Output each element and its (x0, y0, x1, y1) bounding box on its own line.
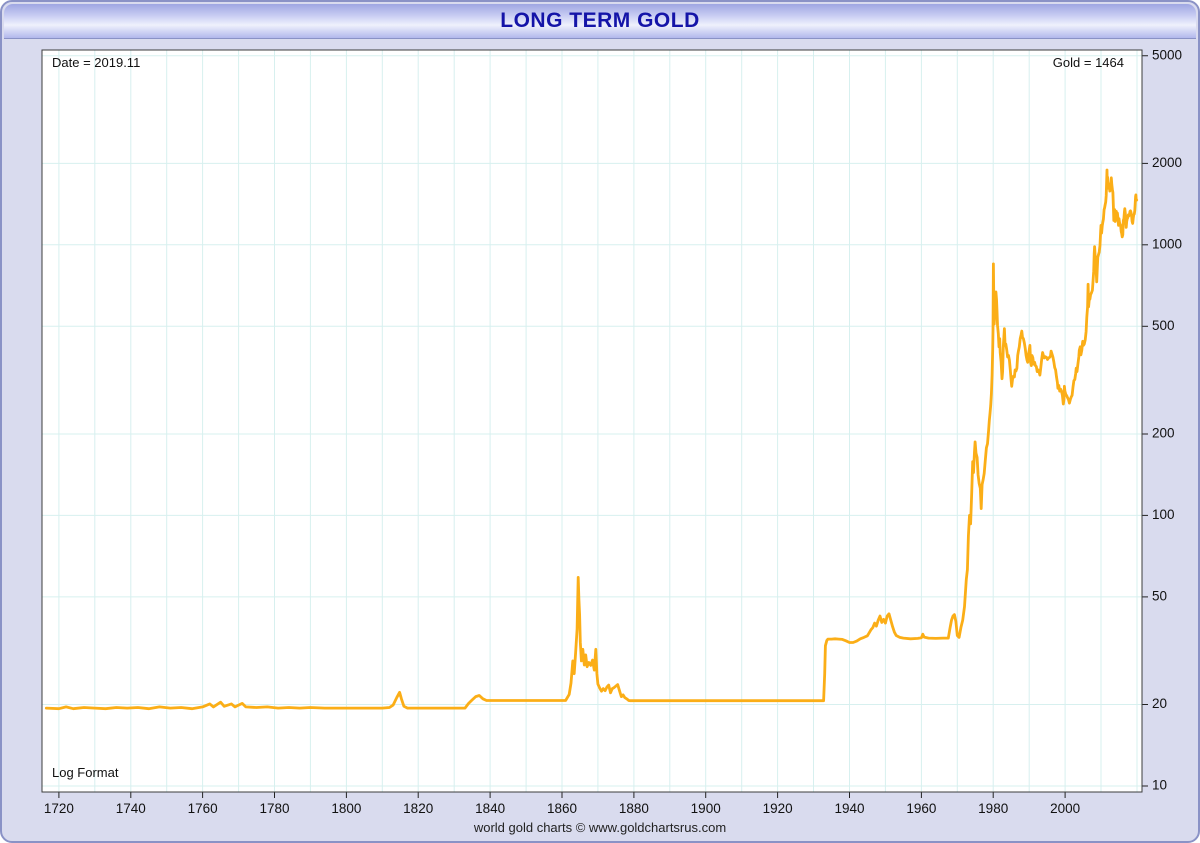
svg-text:1820: 1820 (403, 801, 433, 816)
svg-text:1740: 1740 (116, 801, 146, 816)
svg-text:1860: 1860 (547, 801, 577, 816)
svg-text:1980: 1980 (978, 801, 1008, 816)
svg-text:1900: 1900 (691, 801, 721, 816)
svg-text:1000: 1000 (1152, 236, 1182, 251)
gold-value-annotation: Gold = 1464 (1052, 55, 1124, 70)
svg-text:1960: 1960 (906, 801, 936, 816)
svg-text:1760: 1760 (188, 801, 218, 816)
svg-text:1940: 1940 (834, 801, 864, 816)
svg-text:1920: 1920 (763, 801, 793, 816)
svg-text:1880: 1880 (619, 801, 649, 816)
log-format-label: Log Format (52, 765, 119, 780)
svg-text:500: 500 (1152, 318, 1175, 333)
svg-text:1840: 1840 (475, 801, 505, 816)
svg-text:5000: 5000 (1152, 47, 1182, 62)
date-annotation: Date = 2019.11 (52, 55, 141, 70)
svg-text:10: 10 (1152, 778, 1167, 793)
svg-text:20: 20 (1152, 696, 1167, 711)
svg-text:2000: 2000 (1050, 801, 1080, 816)
gold-price-chart: 5000 2000 1000 500 200 100 50 20 10 1720 1740 1760 1… (41, 47, 1182, 816)
svg-text:2000: 2000 (1152, 155, 1182, 170)
title-bar: LONG TERM GOLD (4, 4, 1196, 39)
svg-text:1780: 1780 (259, 801, 289, 816)
svg-text:1720: 1720 (44, 801, 74, 816)
svg-text:1800: 1800 (331, 801, 361, 816)
page-title: LONG TERM GOLD (500, 9, 700, 32)
svg-text:100: 100 (1152, 507, 1175, 522)
footer-credit: world gold charts © www.goldchartsrus.co… (473, 820, 727, 835)
svg-text:50: 50 (1152, 588, 1167, 603)
svg-text:200: 200 (1152, 426, 1175, 441)
